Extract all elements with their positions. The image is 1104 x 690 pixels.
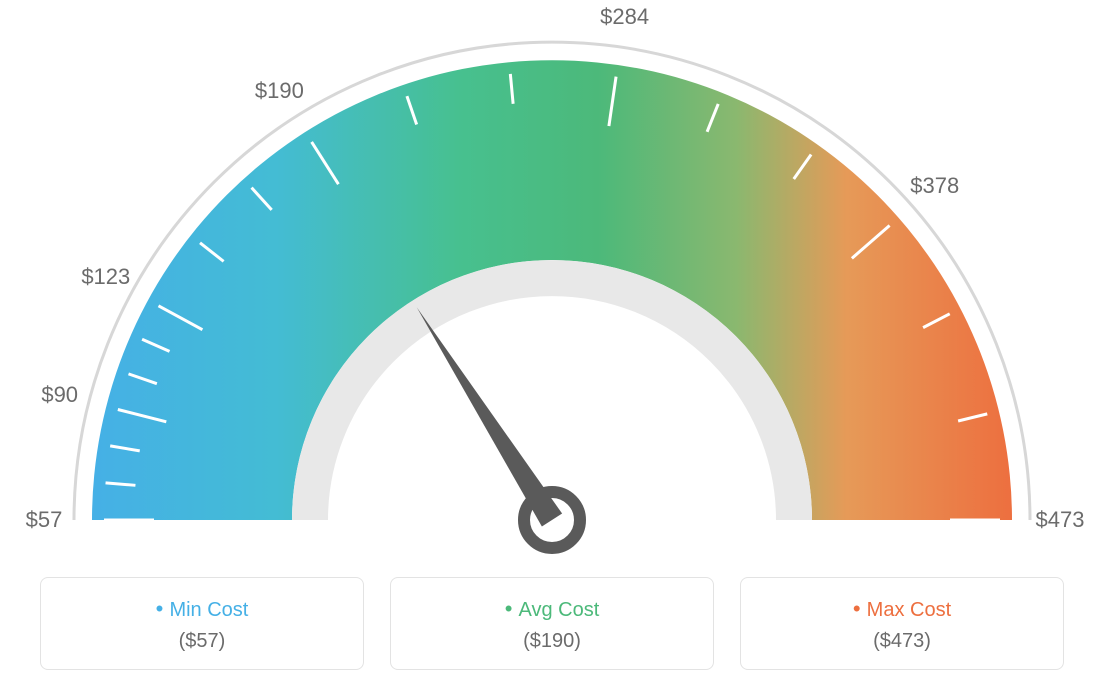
gauge-tick-label: $190 — [255, 78, 304, 104]
legend-value-max: ($473) — [751, 630, 1053, 653]
gauge-tick-label: $284 — [600, 4, 649, 30]
gauge-tick-label: $57 — [26, 507, 63, 533]
legend-title-min: Min Cost — [51, 596, 353, 622]
legend-row: Min Cost ($57) Avg Cost ($190) Max Cost … — [40, 577, 1064, 670]
gauge-tick-label: $123 — [81, 264, 130, 290]
legend-card-max: Max Cost ($473) — [740, 577, 1064, 670]
legend-title-max: Max Cost — [751, 596, 1053, 622]
legend-title-avg: Avg Cost — [401, 596, 703, 622]
gauge-tick-label: $378 — [910, 173, 959, 199]
legend-card-min: Min Cost ($57) — [40, 577, 364, 670]
legend-value-avg: ($190) — [401, 630, 703, 653]
gauge-tick-label: $473 — [1036, 507, 1085, 533]
gauge-tick-label: $90 — [41, 382, 78, 408]
gauge-svg — [0, 0, 1104, 560]
legend-card-avg: Avg Cost ($190) — [390, 577, 714, 670]
legend-value-min: ($57) — [51, 630, 353, 653]
gauge-container: $57 $90 $123 $190 $284 $378 $473 — [0, 0, 1104, 560]
